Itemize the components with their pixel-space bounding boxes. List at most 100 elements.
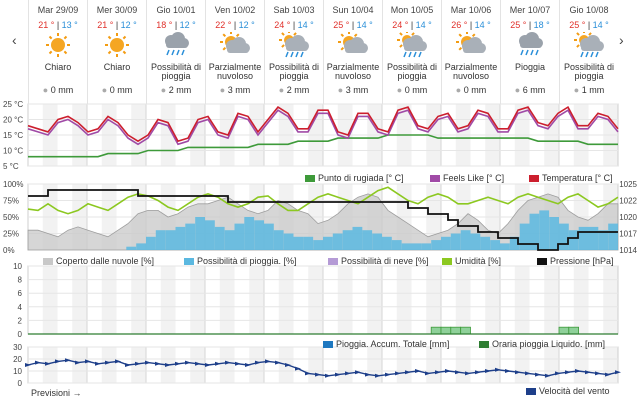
wind-arrow-icon [65,358,71,363]
wind-arrow-icon [365,372,371,377]
temp-max: 21 ° [97,20,114,30]
rain-prob-bar [332,233,343,250]
wind-arrow-icon [225,360,231,365]
y-tick-label: 0 [18,330,23,339]
day-column[interactable]: Mar 10/06 26 ° | 14 ° Parzialmente nuvolos… [441,0,500,104]
forecast-link[interactable]: Previsioni → [31,388,82,398]
rain-prob-bar [529,213,540,250]
raindrop-icon: ● [219,85,226,95]
raindrop-icon: ● [42,85,49,95]
wind-arrow-icon [185,360,191,365]
day-column[interactable]: Gio 10/08 25 ° | 14 ° Possibilità di piogg… [559,0,618,104]
rain-prob-bar [372,233,382,250]
rain-prob-bar [382,236,392,250]
wind-arrow-icon [385,372,391,377]
wind-arrow-icon [105,360,111,365]
y-tick-label: 0 [18,379,23,388]
day-condition: Pioggia [514,62,546,72]
wind-arrow-icon [85,359,91,364]
day-column[interactable]: Sab 10/03 24 ° | 14 ° Possibilità di piogg… [264,0,323,104]
rain-prob-bar [539,210,550,250]
rain-prob-bar [549,217,559,250]
next-arrow-icon[interactable]: › [619,32,624,48]
rain-prob-bar [283,233,294,250]
day-column[interactable]: Mon 10/05 24 ° | 14 ° Possibilità di piogg… [382,0,441,104]
day-rain: ● 0 mm [396,85,428,95]
day-date: Mer 30/09 [96,5,138,15]
raindrop-icon: ● [101,85,108,95]
wind-arrow-icon [585,370,591,375]
wind-arrow-icon [205,363,211,367]
wind-arrow-icon [325,373,331,378]
day-column[interactable]: Sun 10/04 25 ° | 14 ° Parzialmente nuvolos… [323,0,382,104]
rain-prob-bar [342,230,353,250]
wind-arrow-icon [605,372,611,377]
rain-prob-bar [254,220,264,250]
rain-prob-bar [313,240,323,250]
wind-arrow-icon [615,370,621,375]
prev-arrow-icon[interactable]: ‹ [12,32,17,48]
wind-arrow-icon [215,361,221,366]
wind-arrow-icon [415,369,421,373]
rain-prob-bar [598,230,609,250]
wind-arrow-icon [125,363,131,367]
accum-bar [558,326,570,335]
wind-arrow-icon [375,373,381,378]
raindrop-icon: ● [160,85,167,95]
day-column[interactable]: Mer 30/09 21 ° | 12 ° Chiaro ● 0 mm [87,0,146,104]
day-date: Sun 10/04 [332,5,374,15]
rain-prob-bar [175,226,186,250]
day-rain: ● 3 mm [337,85,369,95]
wind-arrow-icon [115,359,121,364]
day-condition: Parzialmente nuvoloso [326,62,380,81]
wind-arrow-icon [195,361,201,366]
day-column[interactable]: Gio 10/01 18 ° | 12 ° Possibilità di piogg… [146,0,205,104]
day-date: Mar 29/09 [37,5,79,15]
y-tick-label: 75% [3,197,19,206]
wind-arrow-icon [245,363,251,367]
y-tick-label: 4 [18,303,23,312]
day-column[interactable]: Ven 10/02 22 ° | 12 ° Parzialmente nuvolos… [205,0,264,104]
wind-arrow-icon [495,367,501,372]
legend-hourly: Oraria pioggia Liquido. [mm] [479,339,605,349]
y-tick-label: 15 °C [3,131,23,140]
day-temps: 21 ° | 12 ° [97,20,137,30]
y2-tick-label: 1025 [619,180,637,189]
day-date: Gio 10/08 [569,5,609,15]
day-column[interactable]: Mar 29/09 21 ° | 13 ° Chiaro ● 0 mm [28,0,87,104]
y-tick-label: 25 °C [3,100,23,109]
series-line-0 [27,105,619,143]
day-temps: 25 ° | 14 ° [333,20,373,30]
wind-arrow-icon [595,371,601,376]
day-rain: ● 0 mm [42,85,74,95]
rain-prob-bar [450,233,461,250]
day-date: Mon 10/05 [390,5,434,15]
rain-prob-bar [205,220,215,250]
y-tick-label: 5 °C [3,162,19,171]
sun-rain-icon [265,30,323,63]
humidity-line [27,186,619,215]
day-rain: ● 3 mm [219,85,251,95]
rain-prob-bar [460,230,471,250]
rain-prob-bar [391,240,402,250]
day-condition: Possibilità di pioggia [150,62,202,81]
raindrop-icon: ● [337,85,344,95]
rain-prob-bar [559,223,569,250]
wind-arrow-icon [45,361,51,366]
day-date: Mer 10/07 [509,5,551,15]
temp-max: 25 ° [510,20,527,30]
day-temps: 26 ° | 14 ° [451,20,491,30]
wind-arrow-icon [505,369,511,373]
rain-prob-bar [293,236,304,250]
rain-prob-bar [352,226,363,250]
accum-bar [440,326,452,335]
day-condition: Chiaro [44,62,72,72]
series-line-2 [28,134,618,158]
temp-max: 25 ° [333,20,350,30]
day-column[interactable]: Mer 10/07 25 ° | 18 ° Pioggia ● 6 mm [500,0,559,104]
wind-arrow-icon [355,370,361,375]
day-temps: 24 ° | 14 ° [392,20,432,30]
y-tick-label: 0% [3,246,15,255]
rain-prob-bar [185,223,196,250]
temp-min: 14 ° [415,20,432,30]
